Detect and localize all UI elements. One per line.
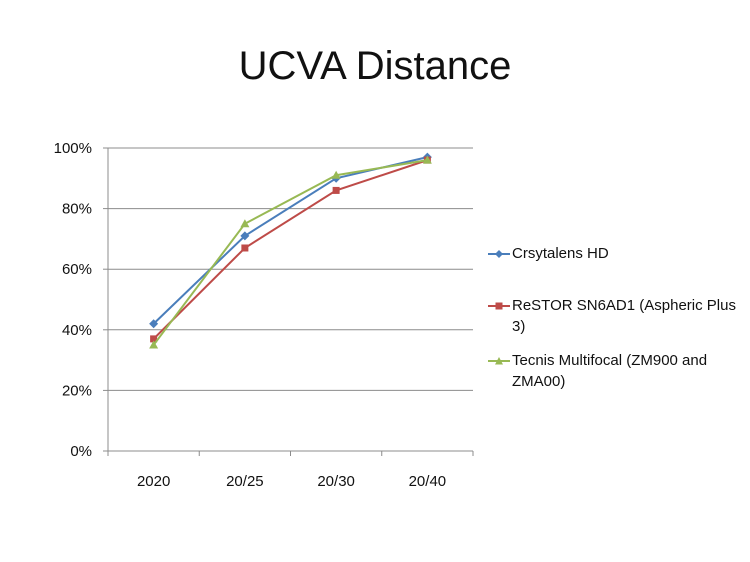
x-tick-label: 2020 (137, 473, 170, 490)
legend-item-crystalens: Crsytalens HD (488, 243, 738, 264)
x-tick-label: 20/40 (409, 473, 447, 490)
legend-label: ReSTOR SN6AD1 (Aspheric Plus 3) (512, 297, 736, 335)
y-tick-label: 60% (62, 261, 92, 278)
legend-label: Tecnis Multifocal (ZM900 and ZMA00) (512, 352, 708, 390)
data-point (331, 170, 341, 179)
data-point (332, 186, 340, 194)
data-point (240, 231, 250, 241)
x-tick-label: 20/30 (317, 473, 355, 490)
chart-legend: Crsytalens HD ReSTOR SN6AD1 (Aspheric Pl… (488, 243, 738, 392)
data-point (241, 244, 249, 252)
x-tick-label: 20/25 (226, 473, 264, 490)
y-tick-label: 80% (62, 201, 92, 218)
y-tick-label: 0% (70, 443, 92, 460)
data-point (240, 219, 250, 228)
data-point (422, 155, 432, 164)
legend-label: Crsytalens HD (512, 245, 609, 262)
data-point (149, 340, 159, 349)
series-line (152, 159, 428, 340)
y-tick-label: 40% (62, 322, 92, 339)
legend-item-tecnis: Tecnis Multifocal (ZM900 and ZMA00) (488, 350, 738, 392)
data-point (150, 335, 158, 343)
y-tick-label: 100% (54, 140, 92, 157)
legend-diamond-marker-icon (488, 250, 510, 258)
chart-title: UCVA Distance (238, 44, 512, 88)
data-point (149, 319, 159, 329)
legend-item-restor: ReSTOR SN6AD1 (Aspheric Plus 3) (488, 295, 738, 337)
series-line (152, 159, 428, 346)
legend-triangle-marker-icon (488, 357, 510, 365)
y-tick-label: 20% (62, 382, 92, 399)
legend-square-marker-icon (488, 302, 510, 310)
